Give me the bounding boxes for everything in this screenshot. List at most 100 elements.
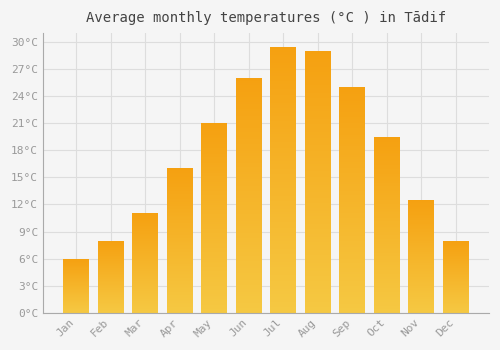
Bar bbox=[270, 188, 296, 190]
Bar bbox=[339, 117, 365, 119]
Bar bbox=[270, 214, 296, 217]
Bar bbox=[408, 238, 434, 239]
Bar bbox=[442, 304, 468, 305]
Bar bbox=[442, 309, 468, 310]
Bar bbox=[98, 310, 124, 311]
Bar bbox=[166, 252, 192, 253]
Bar bbox=[374, 246, 400, 247]
Bar bbox=[236, 116, 262, 118]
Bar bbox=[166, 204, 192, 206]
Bar bbox=[166, 200, 192, 202]
Bar bbox=[304, 221, 330, 224]
Bar bbox=[304, 297, 330, 300]
Bar bbox=[201, 123, 227, 125]
Bar bbox=[339, 276, 365, 279]
Bar bbox=[201, 220, 227, 222]
Bar bbox=[166, 265, 192, 266]
Bar bbox=[374, 249, 400, 251]
Bar bbox=[98, 249, 124, 250]
Bar bbox=[166, 203, 192, 204]
Bar bbox=[442, 253, 468, 254]
Bar bbox=[339, 240, 365, 243]
Bar bbox=[408, 209, 434, 210]
Bar bbox=[304, 179, 330, 182]
Bar bbox=[374, 160, 400, 161]
Bar bbox=[408, 205, 434, 207]
Bar bbox=[339, 139, 365, 141]
Bar bbox=[442, 289, 468, 290]
Bar bbox=[339, 238, 365, 240]
Bar bbox=[201, 180, 227, 182]
Bar bbox=[98, 281, 124, 282]
Bar bbox=[374, 260, 400, 262]
Bar bbox=[339, 202, 365, 204]
Bar bbox=[166, 173, 192, 174]
Bar bbox=[304, 208, 330, 211]
Bar bbox=[304, 198, 330, 200]
Bar bbox=[442, 270, 468, 271]
Bar bbox=[63, 305, 89, 306]
Bar bbox=[98, 262, 124, 263]
Bar bbox=[374, 156, 400, 158]
Bar bbox=[408, 298, 434, 299]
Bar bbox=[236, 294, 262, 296]
Bar bbox=[270, 286, 296, 289]
Bar bbox=[201, 305, 227, 307]
Bar bbox=[270, 97, 296, 100]
Bar bbox=[270, 259, 296, 262]
Bar bbox=[63, 284, 89, 285]
Bar bbox=[166, 302, 192, 304]
Bar bbox=[166, 291, 192, 293]
Bar bbox=[166, 168, 192, 170]
Bar bbox=[408, 274, 434, 275]
Bar bbox=[270, 222, 296, 225]
Bar bbox=[270, 169, 296, 172]
Bar bbox=[408, 282, 434, 284]
Bar bbox=[166, 228, 192, 229]
Bar bbox=[408, 246, 434, 247]
Bar bbox=[374, 168, 400, 170]
Bar bbox=[166, 217, 192, 219]
Bar bbox=[63, 265, 89, 266]
Bar bbox=[236, 221, 262, 224]
Bar bbox=[270, 116, 296, 119]
Bar bbox=[339, 214, 365, 216]
Bar bbox=[304, 232, 330, 234]
Bar bbox=[98, 263, 124, 264]
Bar bbox=[374, 177, 400, 179]
Bar bbox=[201, 301, 227, 303]
Bar bbox=[166, 257, 192, 258]
Bar bbox=[442, 243, 468, 244]
Bar bbox=[374, 295, 400, 297]
Bar bbox=[304, 64, 330, 67]
Bar bbox=[132, 250, 158, 251]
Bar bbox=[339, 220, 365, 223]
Bar bbox=[98, 299, 124, 300]
Bar bbox=[236, 275, 262, 278]
Bar bbox=[339, 292, 365, 295]
Bar bbox=[236, 242, 262, 245]
Bar bbox=[98, 244, 124, 245]
Bar bbox=[98, 309, 124, 310]
Bar bbox=[201, 191, 227, 194]
Bar bbox=[63, 301, 89, 302]
Bar bbox=[408, 244, 434, 245]
Bar bbox=[408, 250, 434, 251]
Bar bbox=[132, 230, 158, 231]
Bar bbox=[442, 285, 468, 286]
Bar bbox=[304, 195, 330, 198]
Bar bbox=[339, 286, 365, 288]
Bar bbox=[374, 271, 400, 272]
Bar bbox=[374, 239, 400, 240]
Bar bbox=[236, 153, 262, 156]
Bar bbox=[304, 161, 330, 164]
Bar bbox=[339, 261, 365, 263]
Bar bbox=[442, 301, 468, 302]
Bar bbox=[270, 164, 296, 166]
Bar bbox=[408, 285, 434, 286]
Bar bbox=[132, 269, 158, 270]
Bar bbox=[339, 144, 365, 146]
Bar bbox=[166, 199, 192, 200]
Bar bbox=[132, 241, 158, 242]
Bar bbox=[270, 52, 296, 55]
